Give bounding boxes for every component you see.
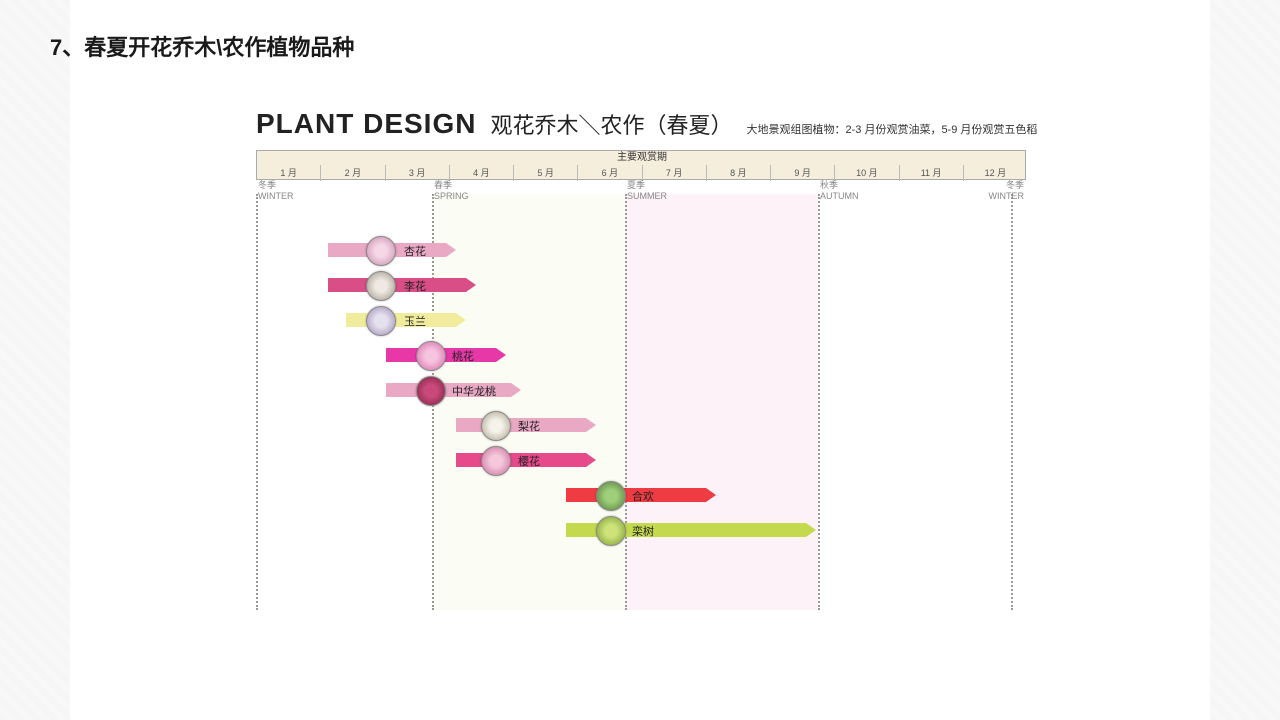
plant-row: 合欢 xyxy=(256,485,1026,505)
month-cell: 12 月 xyxy=(963,165,1027,181)
title-main: PLANT DESIGN xyxy=(256,108,476,140)
plant-label: 玉兰 xyxy=(404,313,426,329)
bloom-bar-arrow xyxy=(511,383,521,397)
month-cell: 6 月 xyxy=(577,165,641,181)
bloom-bar-arrow xyxy=(496,348,506,362)
month-cell: 3 月 xyxy=(385,165,449,181)
bloom-bar xyxy=(346,313,456,327)
plant-row: 梨花 xyxy=(256,415,1026,435)
plant-label: 杏花 xyxy=(404,243,426,259)
season-label: 秋季AUTUMN xyxy=(820,180,859,202)
chart-header-label: 主要观赏期 xyxy=(257,151,1027,165)
bloom-bar xyxy=(328,278,466,292)
timeline-chart: 主要观赏期 1 月2 月3 月4 月5 月6 月7 月8 月9 月10 月11 … xyxy=(256,150,1026,610)
bloom-bar-arrow xyxy=(446,243,456,257)
plant-row: 桃花 xyxy=(256,345,1026,365)
bg-art-right xyxy=(1210,0,1280,720)
bloom-bar-arrow xyxy=(806,523,816,537)
page-heading: 7、春夏开花乔木\农作植物品种 xyxy=(50,30,354,62)
bg-art-left xyxy=(0,0,70,720)
plant-icon xyxy=(596,481,626,511)
month-cell: 7 月 xyxy=(642,165,706,181)
plant-icon xyxy=(416,341,446,371)
plant-row: 李花 xyxy=(256,275,1026,295)
month-cell: 4 月 xyxy=(449,165,513,181)
month-cell: 1 月 xyxy=(257,165,320,181)
plant-row: 中华龙桃 xyxy=(256,380,1026,400)
month-cell: 8 月 xyxy=(706,165,770,181)
bloom-bar-arrow xyxy=(586,418,596,432)
plant-icon xyxy=(481,446,511,476)
bloom-bar-arrow xyxy=(456,313,466,327)
plant-icon xyxy=(596,516,626,546)
plant-label: 中华龙桃 xyxy=(452,383,496,399)
season-label: 冬季WINTER xyxy=(989,180,1025,202)
plant-label: 合欢 xyxy=(632,488,654,504)
bloom-bar-arrow xyxy=(706,488,716,502)
plant-icon xyxy=(366,236,396,266)
month-cell: 11 月 xyxy=(899,165,963,181)
bloom-bar-arrow xyxy=(586,453,596,467)
season-label: 冬季WINTER xyxy=(258,180,294,202)
title-sub: 观花乔木＼农作（春夏） xyxy=(490,108,732,140)
plant-row: 栾树 xyxy=(256,520,1026,540)
plant-icon xyxy=(481,411,511,441)
season-label: 春季SPRING xyxy=(434,180,469,202)
month-cell: 9 月 xyxy=(770,165,834,181)
plant-label: 桃花 xyxy=(452,348,474,364)
page: 7、春夏开花乔木\农作植物品种 PLANT DESIGN 观花乔木＼农作（春夏）… xyxy=(0,0,1280,720)
plant-row: 玉兰 xyxy=(256,310,1026,330)
season-label: 夏季SUMMER xyxy=(627,180,667,202)
title-row: PLANT DESIGN 观花乔木＼农作（春夏） 大地景观组图植物：2-3 月份… xyxy=(256,108,1037,140)
plant-row: 杏花 xyxy=(256,240,1026,260)
title-note: 大地景观组图植物：2-3 月份观赏油菜，5-9 月份观赏五色稻 xyxy=(746,121,1037,137)
bloom-bar-arrow xyxy=(466,278,476,292)
plant-icon xyxy=(366,306,396,336)
plant-label: 李花 xyxy=(404,278,426,294)
plant-row: 樱花 xyxy=(256,450,1026,470)
plant-icon xyxy=(416,376,446,406)
chart-header: 主要观赏期 1 月2 月3 月4 月5 月6 月7 月8 月9 月10 月11 … xyxy=(256,150,1026,180)
plant-icon xyxy=(366,271,396,301)
plant-label: 樱花 xyxy=(518,453,540,469)
chart-plot: 冬季WINTER 春季SPRING 夏季SUMMER 秋季AUTUMN 冬季WINTER… xyxy=(256,180,1026,610)
month-axis: 1 月2 月3 月4 月5 月6 月7 月8 月9 月10 月11 月12 月 xyxy=(257,165,1027,181)
month-cell: 2 月 xyxy=(320,165,384,181)
month-cell: 10 月 xyxy=(834,165,898,181)
plant-label: 梨花 xyxy=(518,418,540,434)
plant-label: 栾树 xyxy=(632,523,654,539)
month-cell: 5 月 xyxy=(513,165,577,181)
